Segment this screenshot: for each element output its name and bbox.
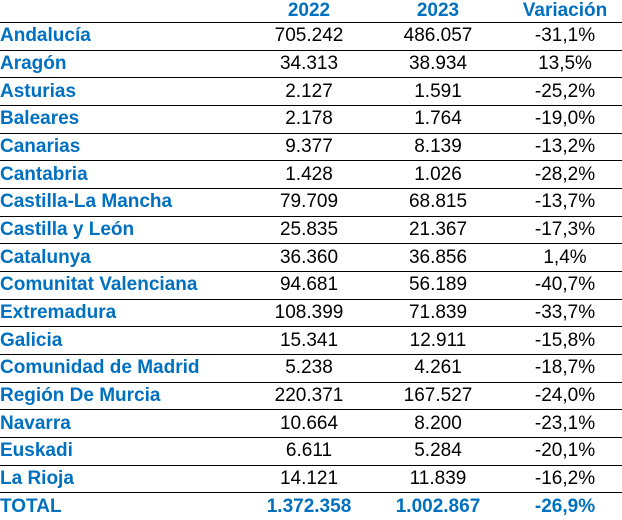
value-2023: 56.189 xyxy=(368,271,508,300)
table-row: Cantabria 1.428 1.026 -28,2% xyxy=(0,160,622,190)
variation-value: -25,2% xyxy=(508,77,622,107)
header-2022: 2022 xyxy=(250,0,368,23)
region-name: Baleares xyxy=(0,105,250,134)
value-2023: 1.591 xyxy=(368,77,508,107)
value-2023: 8.200 xyxy=(368,409,508,439)
variation-value: -24,0% xyxy=(508,382,622,411)
variation-value: -33,7% xyxy=(508,299,622,328)
region-name: Región De Murcia xyxy=(0,382,250,411)
region-name: Galicia xyxy=(0,326,250,356)
value-2022: 14.121 xyxy=(250,465,368,494)
variation-value: -13,2% xyxy=(508,133,622,162)
value-2023: 4.261 xyxy=(368,354,508,383)
header-2023: 2023 xyxy=(368,0,508,23)
total-variation: -26,9% xyxy=(534,495,596,517)
value-2023: 21.367 xyxy=(368,216,508,245)
value-2023: 68.815 xyxy=(368,188,508,217)
value-2022: 25.835 xyxy=(250,216,368,245)
value-2022: 2.127 xyxy=(250,77,368,107)
region-name: Aragón xyxy=(0,50,250,79)
value-2022: 705.242 xyxy=(250,22,368,51)
value-2023: 486.057 xyxy=(368,22,508,51)
header-region-blank xyxy=(0,0,250,23)
variation-value: -17,3% xyxy=(508,216,622,245)
variation-value: -19,0% xyxy=(508,105,622,134)
value-2022: 9.377 xyxy=(250,133,368,162)
value-2022: 36.360 xyxy=(250,243,368,273)
table-row: Extremadura 108.399 71.839 -33,7% xyxy=(0,299,622,328)
variation-value: -13,7% xyxy=(508,188,622,217)
region-name: Extremadura xyxy=(0,299,250,328)
value-2022: 2.178 xyxy=(250,105,368,134)
value-2023: 12.911 xyxy=(368,326,508,356)
table-row: Baleares 2.178 1.764 -19,0% xyxy=(0,105,622,134)
table-row: Navarra 10.664 8.200 -23,1% xyxy=(0,409,622,439)
variation-value: -28,2% xyxy=(508,160,622,190)
header-row: 2022 2023 Variación xyxy=(0,0,622,23)
region-name: Comunitat Valenciana xyxy=(0,271,250,300)
region-name: Cantabria xyxy=(0,160,250,190)
value-2023: 8.139 xyxy=(368,133,508,162)
variation-value: -31,1% xyxy=(508,22,622,51)
value-2023: 71.839 xyxy=(368,299,508,328)
table-row: Aragón 34.313 38.934 13,5% xyxy=(0,50,622,79)
region-name: Comunidad de Madrid xyxy=(0,354,250,383)
region-name: Asturias xyxy=(0,77,250,107)
value-2023: 167.527 xyxy=(368,382,508,411)
total-label: TOTAL xyxy=(0,495,62,517)
variation-value: -20,1% xyxy=(508,437,622,466)
header-variacion: Variación xyxy=(508,0,622,23)
value-2023: 36.856 xyxy=(368,243,508,273)
table-row: Comunitat Valenciana 94.681 56.189 -40,7… xyxy=(0,271,622,300)
value-2023: 38.934 xyxy=(368,50,508,79)
region-name: Catalunya xyxy=(0,243,250,273)
value-2022: 108.399 xyxy=(250,299,368,328)
value-2022: 1.428 xyxy=(250,160,368,190)
total-value-2023: 1.002.867 xyxy=(395,495,481,517)
value-2022: 5.238 xyxy=(250,354,368,383)
value-2022: 6.611 xyxy=(250,437,368,466)
value-2022: 94.681 xyxy=(250,271,368,300)
variation-value: 1,4% xyxy=(508,243,622,273)
table-row: Canarias 9.377 8.139 -13,2% xyxy=(0,133,622,162)
table-row: La Rioja 14.121 11.839 -16,2% xyxy=(0,465,622,494)
variation-value: -16,2% xyxy=(508,465,622,494)
value-2022: 220.371 xyxy=(250,382,368,411)
table-row: Euskadi 6.611 5.284 -20,1% xyxy=(0,437,622,466)
table-row: Andalucía 705.242 486.057 -31,1% xyxy=(0,22,622,51)
region-name: La Rioja xyxy=(0,465,250,494)
value-2023: 11.839 xyxy=(368,465,508,494)
value-2023: 1.764 xyxy=(368,105,508,134)
value-2023: 5.284 xyxy=(368,437,508,466)
region-name: Andalucía xyxy=(0,22,250,51)
region-name: Castilla-La Mancha xyxy=(0,188,250,217)
region-name: Navarra xyxy=(0,409,250,439)
variation-value: -18,7% xyxy=(508,354,622,383)
table-row: Castilla-La Mancha 79.709 68.815 -13,7% xyxy=(0,188,622,217)
value-2022: 10.664 xyxy=(250,409,368,439)
table-row: Galicia 15.341 12.911 -15,8% xyxy=(0,326,622,356)
value-2023: 1.026 xyxy=(368,160,508,190)
total-value-2022: 1.372.358 xyxy=(266,495,352,517)
value-2022: 15.341 xyxy=(250,326,368,356)
table-row: Región De Murcia 220.371 167.527 -24,0% xyxy=(0,382,622,411)
total-row: TOTAL 1.372.358 1.002.867 -26,9% xyxy=(0,493,622,520)
variation-value: -23,1% xyxy=(508,409,622,439)
region-name: Canarias xyxy=(0,133,250,162)
variation-value: -15,8% xyxy=(508,326,622,356)
table-row: Asturias 2.127 1.591 -25,2% xyxy=(0,77,622,107)
variation-value: -40,7% xyxy=(508,271,622,300)
table-row: Comunidad de Madrid 5.238 4.261 -18,7% xyxy=(0,354,622,383)
value-2022: 34.313 xyxy=(250,50,368,79)
table-row: Catalunya 36.360 36.856 1,4% xyxy=(0,243,622,273)
region-name: Castilla y León xyxy=(0,216,250,245)
value-2022: 79.709 xyxy=(250,188,368,217)
table-row: Castilla y León 25.835 21.367 -17,3% xyxy=(0,216,622,245)
region-name: Euskadi xyxy=(0,437,250,466)
variation-value: 13,5% xyxy=(508,50,622,79)
